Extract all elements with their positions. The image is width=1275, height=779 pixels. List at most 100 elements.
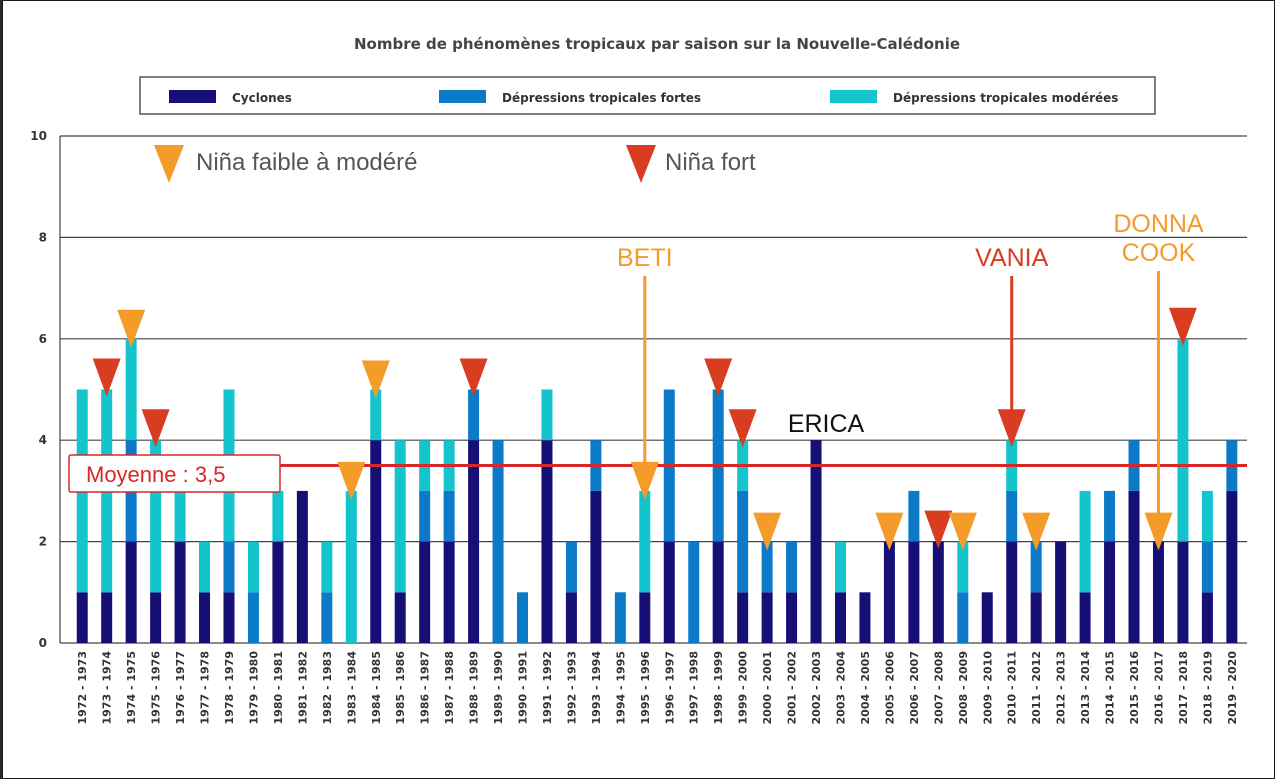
y-tick-label: 6 [39,332,47,346]
x-tick-label: 1972 - 1973 [76,651,89,724]
nina-faible-key-label: Niña faible à modéré [196,149,417,176]
bar-cyclones-2007-2008 [932,541,944,643]
nina-fort-marker-2007-2008 [924,510,953,549]
bar-cyclones-1975-1976 [150,592,162,643]
x-tick-label: 1984 - 1985 [370,651,383,724]
bar-moderees-2018-2019 [1201,490,1213,542]
x-tick-label: 2010 - 2011 [1006,651,1019,724]
bar-fortes-1999-2000 [737,490,749,593]
nina-faible-marker-2011-2012 [1022,512,1051,551]
bar-fortes-1979-1980 [247,592,259,643]
nina-key: Niña faible à modéré Niña fort [154,145,756,183]
x-tick-label: 2008 - 2009 [957,651,970,724]
bar-cyclones-1976-1977 [174,541,186,643]
bar-fortes-1982-1983 [321,592,333,643]
bar-fortes-1989-1990 [492,440,504,643]
bar-cyclones-2001-2002 [786,592,798,643]
bar-cyclones-1993-1994 [590,490,602,643]
bar-cyclones-1991-1992 [541,440,553,643]
x-tick-label: 2015 - 2016 [1128,651,1141,725]
bar-cyclones-2012-2013 [1055,541,1067,643]
storm-label: BETI [617,244,673,272]
bar-cyclones-1973-1974 [101,592,113,643]
bar-moderees-1979-1980 [247,541,259,593]
bar-cyclones-2015-2016 [1128,490,1140,643]
bar-moderees-1985-1986 [394,440,406,593]
nina-faible-marker-2000-2001 [753,512,782,551]
bar-cyclones-2000-2001 [761,592,773,643]
bar-fortes-2006-2007 [908,490,920,542]
x-tick-label: 2018 - 2019 [1201,651,1214,724]
bar-fortes-2014-2015 [1104,490,1116,542]
nina-faible-marker-2016-2017 [1144,512,1173,551]
bar-cyclones-2005-2006 [883,541,895,643]
chart-title: Nombre de phénomènes tropicaux par saiso… [354,35,960,53]
x-tick-label: 1993 - 1994 [590,651,603,725]
bar-moderees-2017-2018 [1177,338,1189,542]
nina-fort-marker-1988-1989 [459,358,488,397]
bar-fortes-2010-2011 [1006,490,1018,542]
bar-moderees-1991-1992 [541,389,553,441]
x-tick-label: 2016 - 2017 [1152,651,1165,724]
bar-cyclones-2018-2019 [1201,592,1213,643]
bar-cyclones-1988-1989 [468,440,480,643]
bar-cyclones-1986-1987 [419,541,431,643]
bar-fortes-2000-2001 [761,541,773,593]
bar-cyclones-2003-2004 [834,592,846,643]
bar-moderees-1983-1984 [345,490,357,643]
bar-cyclones-2009-2010 [981,592,993,643]
nina-fort-marker-1973-1974 [92,358,121,397]
bar-cyclones-2004-2005 [859,592,871,643]
legend-label-fortes: Dépressions tropicales fortes [502,91,701,105]
storm-label: DONNA [1113,210,1204,238]
x-tick-label: 1998 - 1999 [712,651,725,724]
x-tick-label: 1976 - 1977 [174,651,187,724]
nina-faible-marker-1995-1996 [630,461,659,500]
x-tick-label: 1983 - 1984 [345,651,358,725]
x-axis-ticks: 1972 - 1973 1973 - 1974 1974 - 1975 1975 - … [76,651,1239,725]
bar-cyclones-1977-1978 [199,592,211,643]
x-tick-label: 2012 - 2013 [1055,651,1068,724]
bar-cyclones-1995-1996 [639,592,651,643]
storm-label: VANIA [975,244,1048,272]
x-tick-label: 1982 - 1983 [321,651,334,724]
nina-fort-marker-2010-2011 [997,409,1026,448]
x-tick-label: 2003 - 2004 [834,651,847,725]
bar-cyclones-1987-1988 [443,541,455,643]
bar-moderees-1975-1976 [150,440,162,593]
nina-faible-marker-1974-1975 [117,309,146,348]
bar-cyclones-1980-1981 [272,541,284,643]
x-tick-label: 2001 - 2002 [786,651,799,724]
bar-cyclones-1972-1973 [76,592,88,643]
x-tick-label: 2009 - 2010 [981,651,994,725]
bar-cyclones-2014-2015 [1104,541,1116,643]
nina-fort-key-label: Niña fort [665,149,756,176]
legend-label-moderees: Dépressions tropicales modérées [893,91,1118,105]
bar-cyclones-1996-1997 [663,541,675,643]
bar-moderees-1977-1978 [199,541,211,593]
bar-moderees-1995-1996 [639,490,651,593]
x-tick-label: 1996 - 1997 [663,651,676,724]
x-tick-label: 1997 - 1998 [688,651,701,724]
x-tick-label: 1989 - 1990 [492,651,505,725]
legend: Cyclones Dépressions tropicales fortes D… [139,76,1156,115]
x-tick-label: 1987 - 1988 [443,651,456,724]
nina-faible-key-icon [154,145,184,183]
mean-label-box [68,454,281,493]
bar-cyclones-2006-2007 [908,541,920,643]
mean-label: Moyenne : 3,5 [86,462,225,487]
x-tick-label: 2006 - 2007 [908,651,921,724]
bar-moderees-1982-1983 [321,541,333,593]
nina-fort-marker-1999-2000 [728,409,757,448]
nina-fort-key-icon [626,145,656,183]
x-tick-label: 2005 - 2006 [883,651,896,725]
x-tick-label: 1992 - 1993 [565,651,578,724]
bar-moderees-2003-2004 [834,541,846,593]
x-tick-label: 1979 - 1980 [247,651,260,725]
bar-cyclones-2013-2014 [1079,592,1091,643]
legend-label-cyclones: Cyclones [232,91,292,105]
x-tick-label: 2014 - 2015 [1104,651,1117,724]
bar-moderees-1980-1981 [272,490,284,542]
x-tick-label: 1974 - 1975 [125,651,138,724]
x-tick-label: 1978 - 1979 [223,651,236,724]
